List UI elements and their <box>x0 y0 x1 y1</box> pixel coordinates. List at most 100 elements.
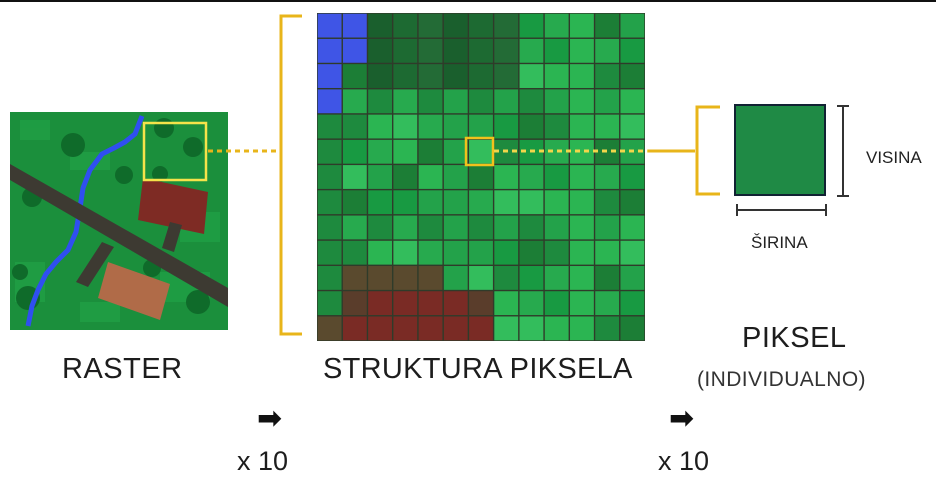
grid-pixel <box>393 13 418 38</box>
grid-pixel <box>418 240 443 265</box>
grid-pixel <box>393 139 418 164</box>
grid-pixel <box>469 215 493 240</box>
grid-pixel <box>443 89 468 114</box>
grid-pixel <box>494 89 519 114</box>
grid-pixel <box>620 215 645 240</box>
grid-pixel <box>544 291 569 316</box>
grid-pixel <box>469 240 493 265</box>
grid-pixel <box>620 114 645 139</box>
grid-pixel <box>620 38 645 63</box>
grid-pixel <box>620 89 645 114</box>
grid-pixel <box>469 89 493 114</box>
grid-pixel <box>494 215 519 240</box>
grid-pixel <box>317 165 342 189</box>
grid-pixel <box>544 266 569 290</box>
grid-pixel <box>544 190 569 215</box>
grid-pixel <box>368 240 392 265</box>
grid-pixel <box>494 13 519 38</box>
grid-pixel <box>342 139 367 164</box>
grid-pixel <box>342 13 367 38</box>
grid-pixel <box>418 64 443 88</box>
grid-pixel <box>317 215 342 240</box>
grid-pixel <box>570 89 594 114</box>
grid-pixel <box>443 215 468 240</box>
grid-pixel <box>368 38 392 63</box>
grid-pixel <box>620 316 645 341</box>
grid-pixel <box>544 13 569 38</box>
raster-image <box>10 112 228 330</box>
grid-pixel <box>494 316 519 341</box>
grid-pixel <box>317 190 342 215</box>
grid-pixel <box>342 291 367 316</box>
grid-pixel <box>469 38 493 63</box>
grid-pixel <box>519 240 544 265</box>
grid-pixel <box>418 139 443 164</box>
grid-pixel <box>519 38 544 63</box>
grid-pixel <box>595 114 620 139</box>
grid-pixel <box>570 291 594 316</box>
grid-pixel <box>494 64 519 88</box>
grid-pixel <box>317 291 342 316</box>
grid-pixel <box>342 165 367 189</box>
pixel-structure-label: STRUKTURA PIKSELA <box>323 353 633 385</box>
grid-pixel <box>519 215 544 240</box>
grid-pixel <box>443 139 468 164</box>
grid-pixel <box>469 165 493 189</box>
grid-pixel <box>595 266 620 290</box>
top-rule <box>0 0 936 2</box>
grid-pixel <box>342 240 367 265</box>
grid-pixel <box>570 266 594 290</box>
grid-pixel <box>570 240 594 265</box>
grid-pixel <box>544 215 569 240</box>
individual-label: (INDIVIDUALNO) <box>697 368 866 391</box>
grid-pixel <box>342 266 367 290</box>
individual-pixel <box>734 104 826 196</box>
grid-pixel <box>443 114 468 139</box>
grid-pixel <box>570 215 594 240</box>
grid-pixel <box>393 266 418 290</box>
grid-pixel <box>494 190 519 215</box>
grid-pixel <box>469 64 493 88</box>
grid-pixel <box>418 291 443 316</box>
grid-pixel <box>342 316 367 341</box>
grid-pixel <box>443 291 468 316</box>
grid-pixel <box>544 165 569 189</box>
grid-pixel <box>418 13 443 38</box>
multiplier-label: x 10 <box>237 446 289 476</box>
grid-pixel <box>595 38 620 63</box>
grid-pixel <box>519 114 544 139</box>
grid-pixel <box>469 316 493 341</box>
grid-pixel <box>342 114 367 139</box>
grid-pixel <box>469 13 493 38</box>
grid-pixel <box>570 190 594 215</box>
grid-pixel <box>494 240 519 265</box>
grid-pixel <box>393 89 418 114</box>
grid-pixel <box>418 266 443 290</box>
grid-pixel <box>368 215 392 240</box>
grid-pixel <box>317 64 342 88</box>
grid-pixel <box>368 139 392 164</box>
grid-pixel <box>620 266 645 290</box>
grid-pixel <box>544 240 569 265</box>
grid-pixel <box>544 316 569 341</box>
grid-pixel <box>494 266 519 290</box>
grid-pixel <box>494 139 519 164</box>
grid-pixel <box>494 291 519 316</box>
grid-pixel <box>393 114 418 139</box>
grid-pixel <box>544 139 569 164</box>
grid-pixel <box>342 190 367 215</box>
grid-pixel <box>418 190 443 215</box>
grid-pixel <box>595 190 620 215</box>
width-label: ŠIRINA <box>751 233 808 252</box>
grid-pixel <box>620 165 645 189</box>
grid-pixel <box>570 64 594 88</box>
grid-pixel <box>317 38 342 63</box>
grid-pixel <box>443 38 468 63</box>
grid-pixel <box>620 240 645 265</box>
multiplier-label: x 10 <box>658 446 710 476</box>
grid-pixel <box>368 316 392 341</box>
grid-pixel <box>317 89 342 114</box>
grid-pixel <box>393 190 418 215</box>
grid-pixel <box>595 215 620 240</box>
grid-pixel <box>595 316 620 341</box>
